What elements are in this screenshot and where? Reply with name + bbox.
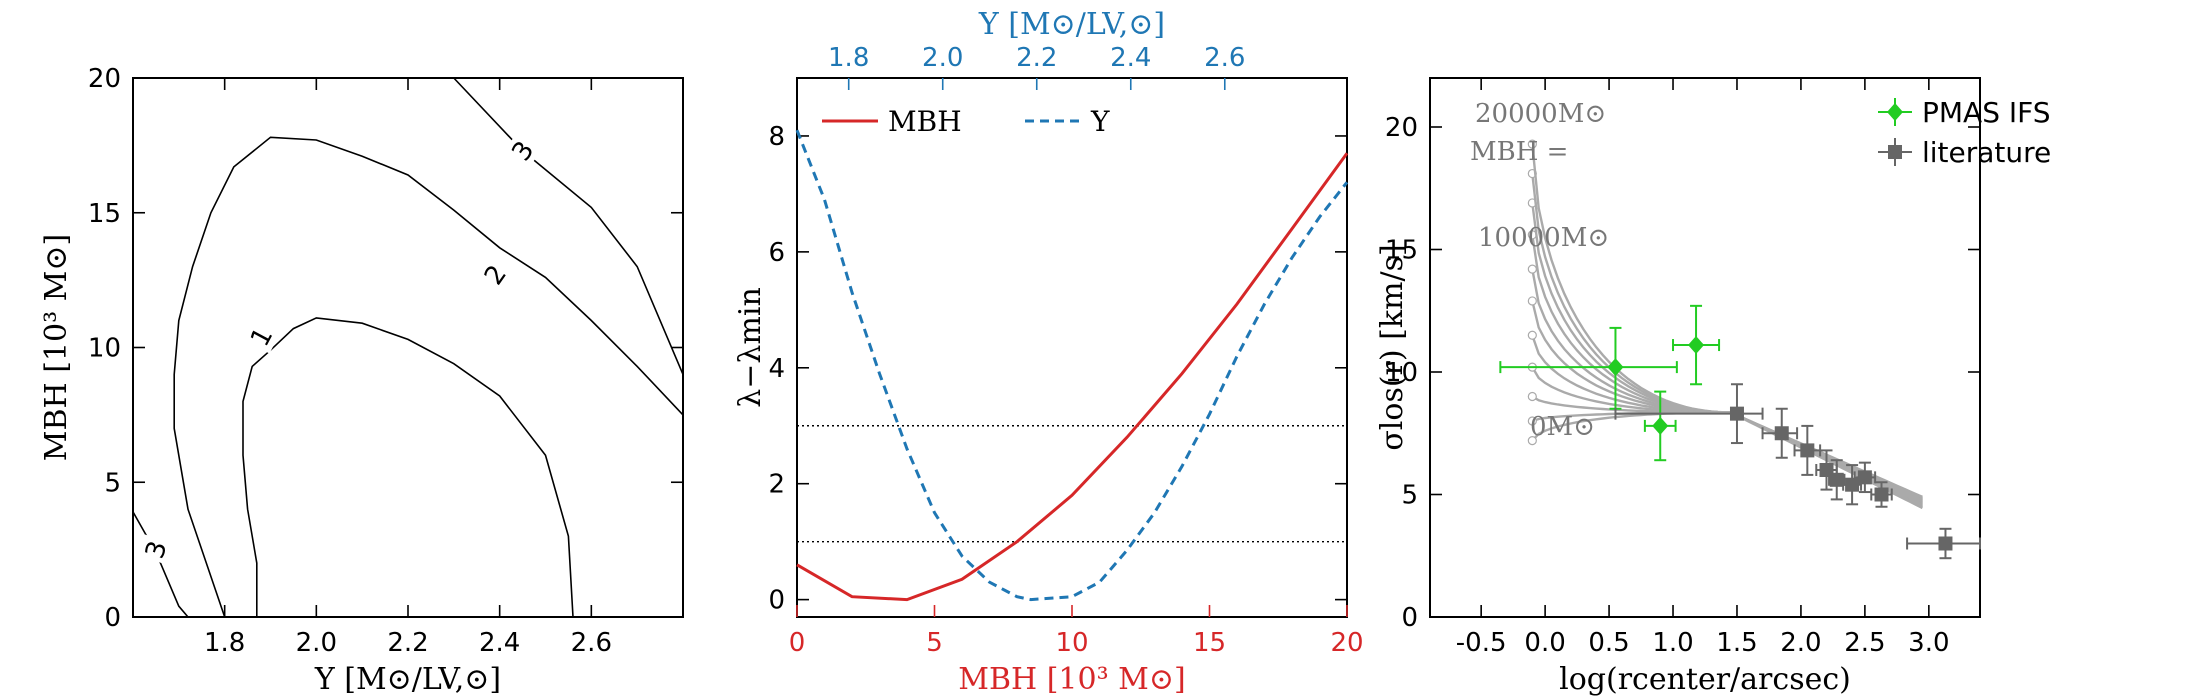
legend-label-upsilon: Υ [1090, 105, 1110, 138]
contour-label-bg [476, 257, 514, 293]
y-tick-label: 0 [104, 603, 121, 633]
x-tick-label: 15 [1193, 628, 1226, 658]
contour-frame [132, 77, 684, 618]
y-tick-label: 6 [768, 238, 785, 268]
x-tick-label: 1.5 [1716, 628, 1757, 658]
y-tick-label: 20 [88, 64, 121, 94]
x-axis-label: log(rcenter/arcsec) [1559, 662, 1851, 697]
x-tick-label: 2.2 [387, 628, 428, 658]
model-start-marker [1527, 330, 1537, 340]
contour-label-bg [503, 133, 542, 169]
x-tick-label: 3.0 [1908, 628, 1949, 658]
x-tick-label: 20 [1330, 628, 1363, 658]
y-axis-label: MBH [10³ M⊙] [39, 234, 74, 461]
likelihood-frame [796, 77, 1348, 618]
likelihood-panel: 0 5 10 15 20 1.8 2.0 2.2 2.4 2.6 0 2 4 6 8 MBH [10³ M⊙]… [733, 7, 1364, 697]
y-tick-label: 10 [88, 334, 121, 364]
contour-line-2 [173, 136, 684, 618]
legend-label-pmas: PMAS IFS [1922, 96, 2051, 129]
data-point-literature [1845, 477, 1860, 492]
data-point-pmas [1607, 358, 1624, 377]
data-point-literature [1729, 406, 1744, 421]
y-tick-label: 0 [1401, 603, 1418, 633]
data-point-literature [1938, 536, 1953, 551]
y-axis-label: λ−λmin [733, 287, 768, 408]
series-line-upsilon [795, 129, 1349, 602]
x-tick-label: 2.6 [571, 628, 612, 658]
top-x-tick-label: 1.8 [828, 43, 869, 73]
x-tick-label: 5 [926, 628, 943, 658]
legend-label-mbh: MBH [888, 105, 962, 138]
data-point-literature [1800, 443, 1815, 458]
y-tick-label: 15 [1385, 236, 1418, 266]
model-start-marker [1527, 416, 1537, 426]
x-tick-label: 2.5 [1844, 628, 1885, 658]
contour-panel: 1.8 2.0 2.2 2.4 2.6 0 5 10 15 20 Υ [M⊙/LV,⊙] MBH [1… [39, 64, 684, 697]
model-start-marker [1527, 139, 1537, 149]
contour-label-bg [138, 534, 174, 565]
model-label: 20000M⊙ [1475, 99, 1606, 129]
contour-line-3 [132, 511, 189, 618]
x-tick-label: 0.5 [1588, 628, 1629, 658]
x-axis-label: MBH [10³ M⊙] [958, 662, 1185, 697]
y-tick-label: 5 [1401, 481, 1418, 511]
data-point-literature [1774, 426, 1789, 441]
y-tick-label: 5 [104, 468, 121, 498]
x-tick-label: 0 [789, 628, 806, 658]
top-x-tick-label: 2.6 [1204, 43, 1245, 73]
model-start-marker [1527, 436, 1537, 446]
y-tick-label: 8 [768, 122, 785, 152]
data-point-pmas [1652, 416, 1669, 435]
data-point-pmas [1688, 336, 1705, 355]
y-tick-label: 2 [768, 470, 785, 500]
legend-label-literature: literature [1922, 136, 2051, 169]
y-tick-label: 4 [768, 354, 785, 384]
y-tick-label: 0 [768, 586, 785, 616]
model-label: MBH = [1470, 137, 1568, 167]
y-tick-label: 10 [1385, 358, 1418, 388]
y-tick-label: 15 [88, 199, 121, 229]
top-x-axis-label: Υ [M⊙/LV,⊙] [978, 7, 1165, 42]
top-x-tick-label: 2.2 [1016, 43, 1057, 73]
model-label: 10000M⊙ [1478, 223, 1609, 253]
y-axis-label: σlos(r) [km/s] [1375, 244, 1410, 450]
data-point-literature [1829, 472, 1844, 487]
model-start-marker [1527, 296, 1537, 306]
data-point-literature [1857, 470, 1872, 485]
top-x-tick-label: 2.4 [1110, 43, 1151, 73]
x-tick-label: -0.5 [1456, 628, 1507, 658]
model-start-marker [1527, 264, 1537, 274]
contour-line-1 [242, 317, 574, 618]
y-tick-label: 20 [1385, 113, 1418, 143]
model-label: 0M⊙ [1530, 412, 1595, 442]
x-tick-label: 1.8 [204, 628, 245, 658]
legend-marker-literature [1888, 145, 1902, 159]
model-curve-20000 [1531, 143, 1923, 510]
x-tick-label: 1.0 [1652, 628, 1693, 658]
x-tick-label: 10 [1055, 628, 1088, 658]
x-tick-label: 2.4 [479, 628, 520, 658]
model-start-marker [1527, 391, 1537, 402]
contour-line-3 [453, 77, 684, 375]
legend-marker-pmas [1887, 103, 1903, 121]
x-tick-label: 0.0 [1524, 628, 1565, 658]
dispersion-panel: -0.5 0.0 0.5 1.0 1.5 2.0 2.5 3.0 0 5 10 15 20 log(rce… [1375, 77, 2051, 697]
series-line-mbh [796, 152, 1349, 602]
dispersion-frame [1429, 77, 1981, 618]
x-tick-label: 2.0 [1780, 628, 1821, 658]
contour-label-bg [242, 319, 280, 354]
x-tick-label: 2.0 [296, 628, 337, 658]
top-x-tick-label: 2.0 [922, 43, 963, 73]
data-point-literature [1874, 487, 1889, 502]
x-axis-label: Υ [M⊙/LV,⊙] [314, 662, 501, 697]
